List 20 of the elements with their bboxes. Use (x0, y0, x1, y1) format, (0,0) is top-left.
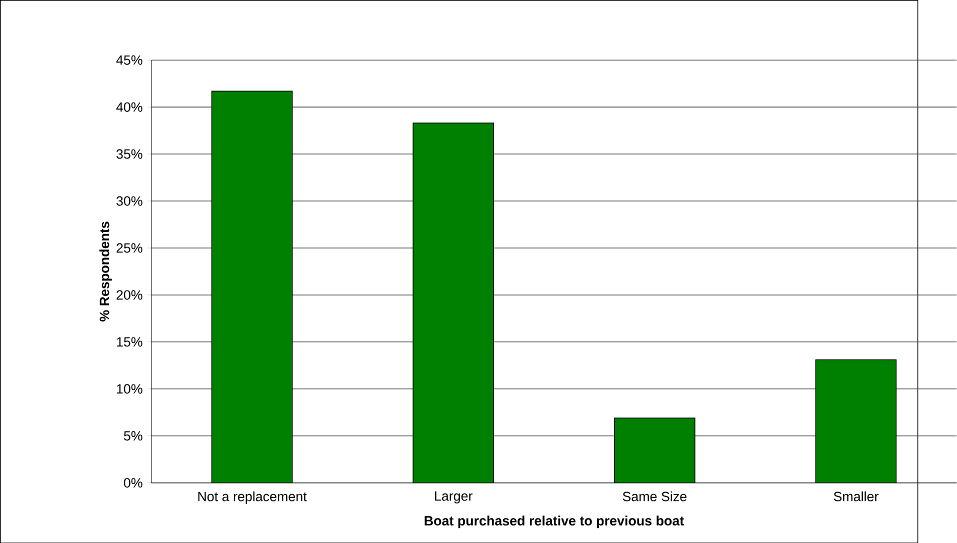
y-tick-label: 10% (116, 384, 142, 394)
x-axis-title: Boat purchased relative to previous boat (424, 516, 684, 528)
x-tick-label: Smaller (834, 491, 878, 502)
y-axis-title: % Respondents (99, 222, 112, 322)
y-tick-label: 15% (116, 337, 142, 346)
y-tick-label: 30% (116, 196, 142, 206)
y-tick-label: 25% (116, 243, 142, 253)
y-tick-label: 35% (116, 149, 142, 159)
bar (211, 90, 293, 483)
y-tick-label: 5% (124, 430, 142, 440)
x-tick-label: Larger (435, 491, 473, 504)
y-tick-label: 0% (124, 478, 142, 488)
bar (614, 417, 696, 483)
y-tick-label: 45% (116, 55, 142, 65)
bar (412, 122, 494, 483)
x-tick-label: Not a replacement (198, 491, 307, 504)
y-tick-label: 20% (116, 290, 142, 300)
bar (815, 359, 897, 483)
y-tick-label: 40% (116, 102, 142, 112)
x-tick-label: Same Size (622, 491, 686, 502)
